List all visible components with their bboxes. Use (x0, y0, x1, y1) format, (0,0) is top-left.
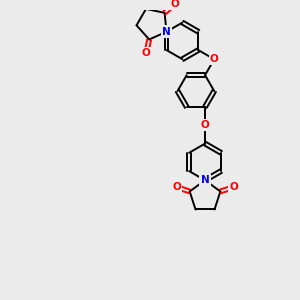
Text: O: O (170, 0, 179, 9)
Text: O: O (172, 182, 181, 192)
Text: N: N (162, 27, 171, 37)
Text: O: O (210, 54, 219, 64)
Text: O: O (142, 48, 151, 58)
Text: O: O (229, 182, 238, 192)
Text: O: O (201, 120, 209, 130)
Text: N: N (201, 175, 209, 185)
